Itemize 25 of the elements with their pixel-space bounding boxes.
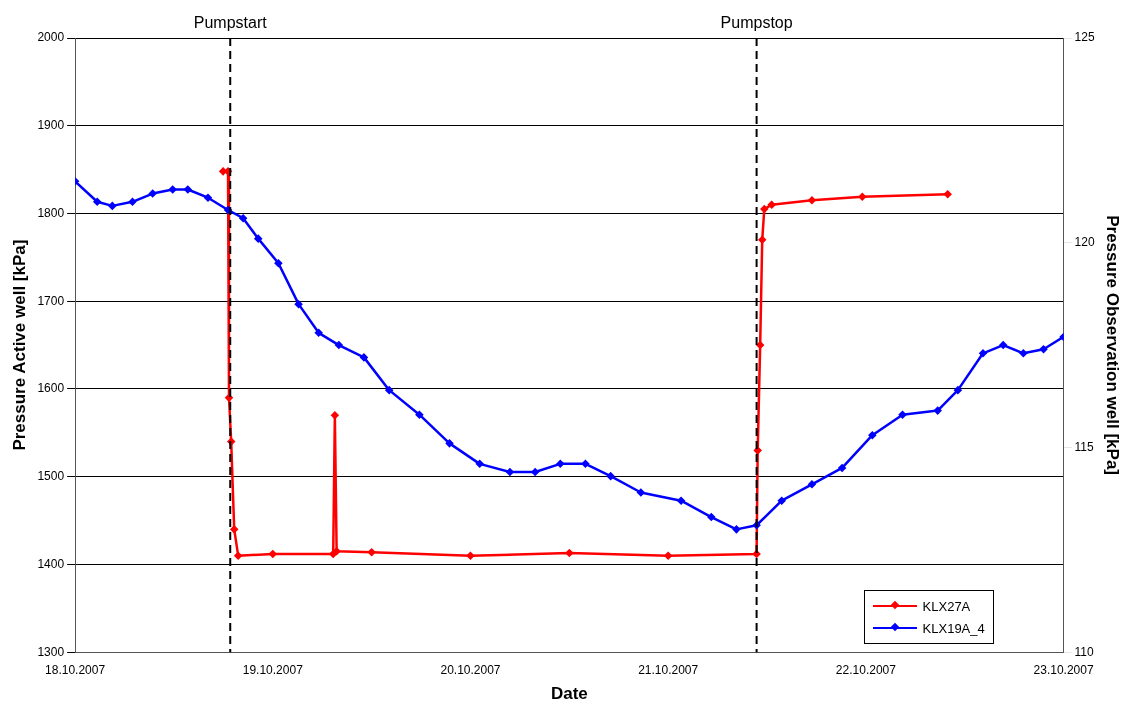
x-tick-label: 21.10.2007 [638, 662, 699, 677]
x-axis-title: Date [550, 684, 588, 704]
y-tick-label: 1900 [37, 118, 65, 133]
y2-tick-label: 125 [1074, 30, 1095, 45]
x-tick-label: 19.10.2007 [242, 662, 304, 677]
y-tick-label: 1400 [37, 556, 65, 571]
y-tick-label: 1500 [37, 469, 65, 484]
ref-line-label: Pumpstart [193, 14, 268, 32]
y2-axis-title: Pressure Observation well [kPa] [1103, 215, 1123, 476]
y2-tick-label: 110 [1074, 644, 1095, 659]
x-tick-label: 22.10.2007 [835, 662, 897, 677]
y2-tick-label: 120 [1074, 235, 1095, 250]
legend-label: KLX27A [922, 598, 971, 614]
ref-line-label: Pumpstop [720, 14, 793, 32]
y-tick-label: 1600 [37, 381, 65, 396]
y-tick-label: 1300 [37, 644, 65, 659]
x-tick-label: 20.10.2007 [440, 662, 501, 677]
y-tick-label: 1800 [37, 205, 65, 220]
y-tick-label: 1700 [37, 293, 65, 308]
y-tick-label: 2000 [37, 30, 65, 45]
y2-tick-label: 115 [1074, 439, 1095, 454]
x-tick-label: 23.10.2007 [1033, 662, 1094, 677]
y-axis-title: Pressure Active well [kPa] [9, 239, 29, 451]
x-tick-label: 18.10.2007 [45, 662, 106, 677]
legend-label: KLX19A_4 [922, 620, 985, 636]
